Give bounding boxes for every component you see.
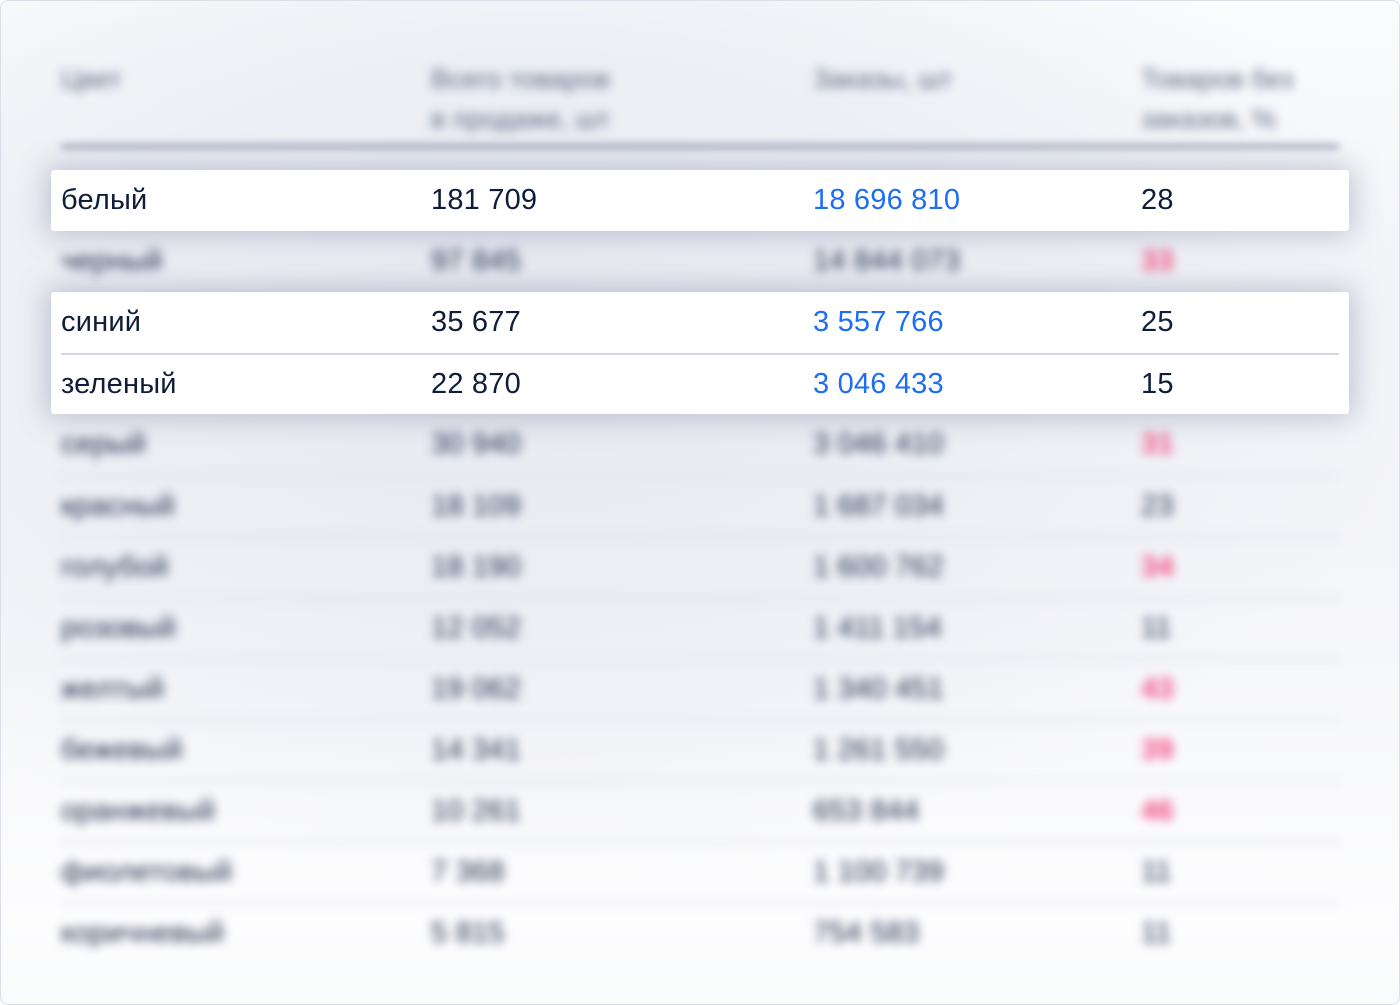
color-cell: синий — [61, 306, 142, 338]
color-cell: фиолетовый — [61, 856, 233, 888]
orders-cell: 1 411 154 — [813, 612, 942, 644]
table-header: Цвет Всего товаров в продаже, шт Заказы,… — [61, 59, 1339, 139]
header-orders-label: Заказы, шт — [813, 64, 953, 94]
orders-cell: 754 583 — [813, 917, 920, 949]
color-cell: красный — [61, 490, 175, 522]
blurred-rows: черный 97 845 14 844 073 33 — [61, 231, 1339, 292]
total-cell: 35 677 — [431, 306, 521, 338]
table-row: белый 181 709 18 696 810 28 — [61, 170, 1339, 231]
table-row: розовый 12 052 1 411 154 11 — [61, 597, 1339, 658]
total-cell: 181 709 — [431, 184, 538, 216]
total-cell: 12 052 — [431, 612, 521, 644]
total-cell: 19 062 — [431, 673, 521, 705]
header-total-line1: Всего товаров — [431, 64, 610, 94]
highlight-card: синий 35 677 3 557 766 25 зеленый 22 870… — [51, 292, 1349, 414]
total-cell: 30 940 — [431, 428, 521, 460]
header-color-column: Цвет — [61, 59, 431, 99]
orders-link[interactable]: 3 046 433 — [813, 368, 944, 400]
pct-cell: 43 — [1141, 673, 1174, 705]
orders-cell: 3 046 410 — [813, 428, 944, 460]
orders-link[interactable]: 3 557 766 — [813, 306, 944, 338]
orders-cell: 653 844 — [813, 795, 920, 827]
color-cell: черный — [61, 245, 163, 277]
total-cell: 10 261 — [431, 795, 521, 827]
table-row: серый 30 940 3 046 410 31 — [61, 414, 1339, 475]
pct-cell: 39 — [1141, 734, 1174, 766]
pct-cell: 11 — [1141, 917, 1172, 949]
table-row: синий 35 677 3 557 766 25 — [61, 292, 1339, 353]
pct-cell: 46 — [1141, 795, 1174, 827]
table-row: зеленый 22 870 3 046 433 15 — [61, 353, 1339, 414]
blurred-rows: серый 30 940 3 046 410 31 красный 18 109… — [61, 414, 1339, 963]
total-cell: 18 109 — [431, 490, 521, 522]
total-cell: 5 815 — [431, 917, 505, 949]
orders-cell: 1 261 550 — [813, 734, 944, 766]
orders-link[interactable]: 18 696 810 — [813, 184, 961, 216]
pct-cell: 31 — [1141, 428, 1174, 460]
pct-cell: 11 — [1141, 612, 1172, 644]
color-cell: розовый — [61, 612, 176, 644]
table-row: голубой 18 190 1 600 762 34 — [61, 536, 1339, 597]
pct-cell: 11 — [1141, 856, 1172, 888]
total-cell: 14 341 — [431, 734, 521, 766]
orders-cell: 1 100 739 — [813, 856, 944, 888]
table-row: оранжевый 10 261 653 844 46 — [61, 780, 1339, 841]
header-no-orders-line2: заказов, % — [1141, 104, 1276, 134]
color-cell: белый — [61, 184, 148, 216]
pct-cell: 23 — [1141, 490, 1174, 522]
pct-cell: 15 — [1141, 368, 1174, 400]
header-no-orders-column: Товаров без заказов, % — [1141, 59, 1339, 139]
orders-cell: 1 600 762 — [813, 551, 944, 583]
total-cell: 97 845 — [431, 245, 521, 277]
color-cell: зеленый — [61, 368, 177, 400]
color-cell: оранжевый — [61, 795, 216, 827]
pct-cell: 33 — [1141, 245, 1174, 277]
table-row: бежевый 14 341 1 261 550 39 — [61, 719, 1339, 780]
header-color-label: Цвет — [61, 64, 122, 94]
color-cell: голубой — [61, 551, 169, 583]
color-cell: желтый — [61, 673, 165, 705]
header-divider — [61, 145, 1339, 148]
orders-cell: 1 687 034 — [813, 490, 944, 522]
table-row: желтый 19 062 1 340 451 43 — [61, 658, 1339, 719]
pct-cell: 25 — [1141, 306, 1174, 338]
orders-cell: 14 844 073 — [813, 245, 961, 277]
header-total-line2: в продаже, шт — [431, 104, 610, 134]
table-row: фиолетовый 7 368 1 100 739 11 — [61, 841, 1339, 902]
header-orders-column: Заказы, шт — [813, 59, 1141, 99]
highlight-card: белый 181 709 18 696 810 28 — [51, 170, 1349, 231]
table-row: черный 97 845 14 844 073 33 — [61, 231, 1339, 292]
pct-cell: 34 — [1141, 551, 1174, 583]
orders-cell: 1 340 451 — [813, 673, 944, 705]
total-cell: 22 870 — [431, 368, 521, 400]
total-cell: 18 190 — [431, 551, 521, 583]
total-cell: 7 368 — [431, 856, 505, 888]
table-row: красный 18 109 1 687 034 23 — [61, 475, 1339, 536]
color-cell: коричневый — [61, 917, 225, 949]
pct-cell: 28 — [1141, 184, 1174, 216]
table-body: белый 181 709 18 696 810 28 черный 97 84… — [51, 170, 1349, 963]
table-row: коричневый 5 815 754 583 11 — [61, 902, 1339, 963]
header-total-column: Всего товаров в продаже, шт — [431, 59, 813, 139]
header-no-orders-line1: Товаров без — [1141, 64, 1294, 94]
color-cell: серый — [61, 428, 146, 460]
color-cell: бежевый — [61, 734, 183, 766]
